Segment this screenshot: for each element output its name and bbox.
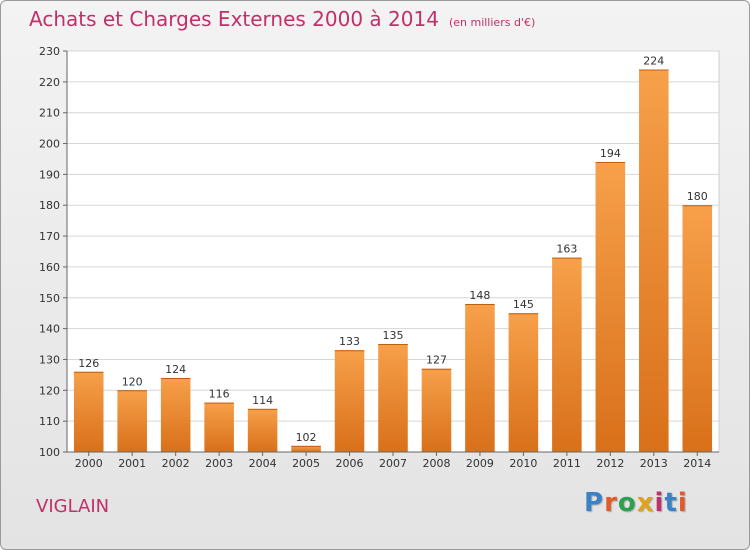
bar xyxy=(378,344,408,452)
data-label: 145 xyxy=(513,298,534,311)
logo-letter: o xyxy=(617,488,637,518)
data-label: 148 xyxy=(469,289,490,302)
y-tick-label: 110 xyxy=(39,415,60,428)
logo-letter: x xyxy=(636,488,655,518)
data-label: 127 xyxy=(426,354,447,367)
x-tick-label: 2011 xyxy=(553,457,581,470)
x-tick-label: 2004 xyxy=(249,457,277,470)
bar xyxy=(334,350,365,452)
y-tick-label: 170 xyxy=(39,230,60,243)
data-label: 126 xyxy=(78,357,99,370)
y-tick-label: 100 xyxy=(39,446,60,459)
bar xyxy=(421,368,452,452)
data-label: 194 xyxy=(600,147,621,160)
y-tick-label: 130 xyxy=(39,353,60,366)
y-tick-label: 200 xyxy=(39,138,60,151)
data-label: 120 xyxy=(122,375,143,388)
x-tick-label: 2002 xyxy=(162,457,190,470)
x-tick-label: 2009 xyxy=(466,457,494,470)
x-tick-label: 2003 xyxy=(205,457,233,470)
data-label: 180 xyxy=(687,190,708,203)
logo-letter: i xyxy=(654,488,665,518)
y-tick-label: 180 xyxy=(39,199,60,212)
chart-title-text: Achats et Charges Externes 2000 à 2014 xyxy=(29,7,439,31)
y-tick-label: 190 xyxy=(39,168,60,181)
x-tick-label: 2013 xyxy=(640,457,668,470)
y-tick-label: 160 xyxy=(39,261,60,274)
x-tick-label: 2005 xyxy=(292,457,320,470)
x-tick-label: 2000 xyxy=(75,457,103,470)
bar xyxy=(247,408,278,452)
data-label: 224 xyxy=(643,55,664,68)
x-tick-label: 2014 xyxy=(683,457,711,470)
x-tick-label: 2006 xyxy=(336,457,364,470)
bar xyxy=(465,303,495,452)
y-tick-label: 150 xyxy=(39,292,60,305)
data-label: 124 xyxy=(165,363,186,376)
y-tick-label: 210 xyxy=(39,107,60,120)
logo-letter: P xyxy=(584,488,605,518)
y-tick-label: 230 xyxy=(39,45,60,58)
chart-subtitle: (en milliers d'€) xyxy=(448,16,536,29)
data-label: 135 xyxy=(383,329,404,342)
x-tick-label: 2012 xyxy=(596,457,624,470)
data-label: 114 xyxy=(252,394,273,407)
x-tick-label: 2001 xyxy=(118,457,146,470)
x-tick-label: 2007 xyxy=(379,457,407,470)
data-label: 102 xyxy=(296,431,317,444)
y-tick-label: 140 xyxy=(39,323,60,336)
data-label: 116 xyxy=(209,388,230,401)
proxiti-logo: Proxiti xyxy=(584,488,688,518)
bar xyxy=(160,377,191,452)
bar xyxy=(291,445,321,452)
bar xyxy=(595,162,626,453)
data-label: 163 xyxy=(556,243,577,256)
bar xyxy=(117,390,147,452)
logo-letter: i xyxy=(677,488,688,518)
bar xyxy=(204,402,234,452)
logo-letter: r xyxy=(604,488,618,518)
x-tick-label: 2008 xyxy=(422,457,450,470)
location-name: VIGLAIN xyxy=(36,496,110,517)
data-label: 133 xyxy=(339,335,360,348)
chart-title: Achats et Charges Externes 2000 à 2014 (e… xyxy=(29,7,535,31)
logo-letter: t xyxy=(664,488,678,518)
bar xyxy=(73,371,104,452)
x-tick-label: 2010 xyxy=(509,457,537,470)
y-tick-label: 120 xyxy=(39,384,60,397)
bar xyxy=(639,69,669,452)
bar xyxy=(508,313,539,452)
bar xyxy=(552,257,582,452)
bar xyxy=(682,205,713,452)
y-tick-label: 220 xyxy=(39,76,60,89)
